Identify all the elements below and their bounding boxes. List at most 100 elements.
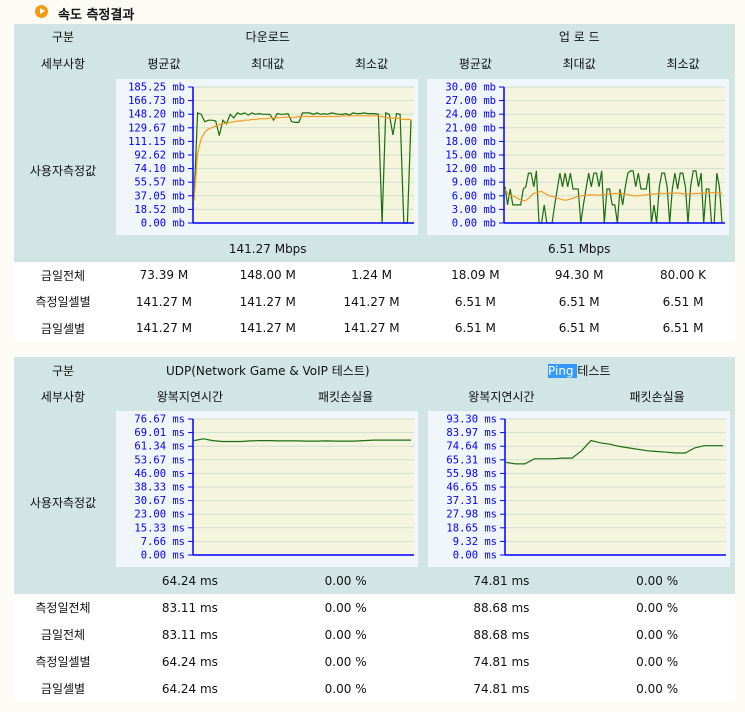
tick-label: 55.98 ms bbox=[446, 468, 497, 480]
cell-value: 74.81 ms bbox=[423, 675, 580, 702]
col-header: 최대값 bbox=[215, 48, 320, 78]
page-title: 속도 측정결과 bbox=[58, 8, 135, 23]
tick-label: 0.00 mb bbox=[452, 218, 496, 230]
series-line-average bbox=[504, 188, 723, 202]
cell-value: 141.27 M bbox=[112, 288, 216, 315]
col-header: 왕복지연시간 bbox=[423, 383, 580, 410]
tick-label: 83.97 ms bbox=[446, 427, 497, 439]
tick-label: 65.31 ms bbox=[446, 454, 497, 466]
col-header: 패킷손실율 bbox=[579, 383, 735, 410]
tick-label: 24.00 mb bbox=[446, 109, 497, 121]
col-header: 평균값 bbox=[112, 48, 216, 78]
cell-value: 18.09 M bbox=[423, 262, 528, 289]
col-header: 최대값 bbox=[527, 48, 632, 78]
col-header: 패킷손실율 bbox=[267, 383, 424, 410]
tick-label: 166.73 mb bbox=[128, 95, 185, 107]
col-header: 최소값 bbox=[319, 48, 424, 78]
tick-label: 7.66 ms bbox=[141, 536, 185, 548]
row-label: 금일셀별 bbox=[14, 675, 112, 702]
cell-value: 6.51 M bbox=[423, 288, 528, 315]
cell-value: 64.24 ms bbox=[112, 675, 268, 702]
tick-label: 0.00 mb bbox=[141, 218, 185, 230]
upload-chart: 0.00 mb 3.00 mb 6.00 mb9.00 mb 12.00 mb15.0… bbox=[427, 79, 730, 235]
row-label: 측정일전체 bbox=[14, 594, 112, 621]
cell-value: 141.27 M bbox=[215, 288, 320, 315]
tick-label: 53.67 ms bbox=[134, 454, 185, 466]
cell-value: 83.11 ms bbox=[112, 594, 268, 621]
cell-value: 0.00 % bbox=[579, 675, 735, 702]
tick-label: 15.00 mb bbox=[446, 150, 497, 162]
tick-label: 9.00 mb bbox=[452, 177, 496, 189]
row-label: 측정일셀별 bbox=[14, 648, 112, 675]
cell-value: 83.11 ms bbox=[112, 621, 268, 648]
row-label-user: 사용자측정값 bbox=[14, 410, 112, 594]
tick-label: 3.00 mb bbox=[452, 204, 496, 216]
cell-value: 6.51 M bbox=[423, 315, 528, 342]
cell-value: 74.81 ms bbox=[423, 648, 580, 675]
series-line-round-trip bbox=[193, 438, 411, 443]
table-row: 금일전체 83.11 ms 0.00 % 88.68 ms 0.00 % bbox=[14, 621, 735, 648]
tick-label: 12.00 mb bbox=[446, 163, 497, 175]
tick-label: 30.67 ms bbox=[134, 495, 185, 507]
tick-label: 111.15 mb bbox=[128, 136, 185, 148]
tick-label: 9.32 ms bbox=[452, 536, 496, 548]
cell-value: 141.27 M bbox=[215, 315, 320, 342]
cell-value: 0.00 % bbox=[267, 621, 424, 648]
tick-label: 37.31 ms bbox=[446, 495, 497, 507]
cell-value: 1.24 M bbox=[319, 262, 424, 289]
row-label: 금일셀별 bbox=[14, 315, 113, 342]
cell-value: 148.00 M bbox=[215, 262, 320, 289]
row-label: 측정일셀별 bbox=[14, 288, 113, 315]
header-ping: Ping 테스트 bbox=[423, 357, 735, 383]
tick-label: 76.67 ms bbox=[134, 414, 185, 426]
tick-label: 37.05 mb bbox=[134, 190, 185, 202]
table-row: 측정일전체 83.11 ms 0.00 % 88.68 ms 0.00 % bbox=[14, 594, 735, 621]
table-row: 금일셀별 64.24 ms 0.00 % 74.81 ms 0.00 % bbox=[14, 675, 735, 702]
col-header: 평균값 bbox=[423, 48, 528, 78]
tick-label: 148.20 mb bbox=[128, 109, 185, 121]
tick-label: 129.67 mb bbox=[128, 122, 185, 134]
tick-label: 6.00 mb bbox=[452, 190, 496, 202]
cell-value: 0.00 % bbox=[267, 648, 424, 675]
upload-average: 6.51 Mbps bbox=[423, 236, 735, 262]
cell-value: 64.24 ms bbox=[112, 648, 268, 675]
tick-label: 18.52 mb bbox=[134, 204, 185, 216]
cell-value: 6.51 M bbox=[527, 288, 632, 315]
series-line-round-trip bbox=[505, 439, 723, 465]
cell-value: 88.68 ms bbox=[423, 621, 580, 648]
header-detail: 세부사항 bbox=[14, 383, 112, 410]
tick-label: 46.00 ms bbox=[134, 468, 185, 480]
tick-label: 18.65 ms bbox=[446, 522, 497, 534]
tick-label: 23.00 ms bbox=[134, 509, 185, 521]
tick-label: 0.00 ms bbox=[452, 550, 496, 562]
cell-value: 6.51 M bbox=[631, 315, 735, 342]
cell-value: 0.00 % bbox=[267, 675, 424, 702]
speed-table: 구분 다운로드 업 로 드 세부사항 평균값 최대값 최소값 평균값 최대값 최… bbox=[14, 24, 735, 342]
col-header: 최소값 bbox=[631, 48, 735, 78]
row-label-user: 사용자측정값 bbox=[14, 78, 113, 262]
cell-value: 0.00 % bbox=[579, 594, 735, 621]
row-label: 금일전체 bbox=[14, 621, 112, 648]
tick-label: 92.62 mb bbox=[134, 150, 185, 162]
header-detail: 세부사항 bbox=[14, 48, 113, 78]
table-row: 금일셀별 141.27 M 141.27 M 141.27 M 6.51 M 6.51 M… bbox=[14, 315, 735, 342]
tick-label: 0.00 ms bbox=[141, 550, 185, 562]
tick-label: 21.00 mb bbox=[446, 122, 497, 134]
tick-label: 27.98 ms bbox=[446, 509, 497, 521]
cell-value: 0.00 % bbox=[579, 621, 735, 648]
tick-label: 185.25 mb bbox=[128, 82, 185, 94]
download-average: 141.27 Mbps bbox=[112, 236, 424, 262]
tick-label: 93.30 ms bbox=[446, 414, 497, 426]
tick-label: 74.64 ms bbox=[446, 441, 497, 453]
header-category: 구분 bbox=[14, 357, 112, 383]
tick-label: 74.10 mb bbox=[134, 163, 185, 175]
header-download: 다운로드 bbox=[112, 24, 424, 48]
header-udp: UDP(Network Game & VoIP 테스트) bbox=[112, 357, 424, 383]
ping-loss-average: 0.00 % bbox=[579, 568, 735, 594]
series-line-measured bbox=[193, 112, 412, 224]
row-label: 금일전체 bbox=[14, 262, 113, 289]
tick-label: 69.01 ms bbox=[134, 427, 185, 439]
cell-value: 88.68 ms bbox=[423, 594, 580, 621]
